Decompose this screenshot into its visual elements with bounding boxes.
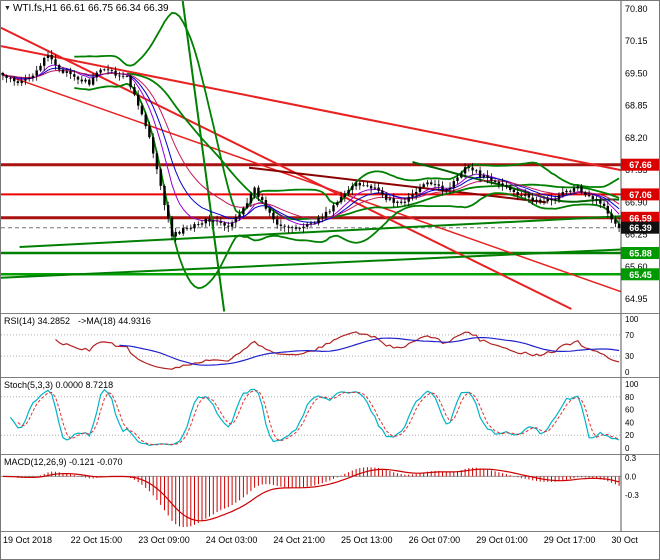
price-chart-canvas[interactable]: 70.8070.1569.5068.8568.2067.5566.9066.25… [1,1,660,313]
svg-text:67.06: 67.06 [629,190,652,200]
svg-text:68.85: 68.85 [625,101,648,111]
macd-header: MACD(12,26,9) -0.121 -0.070 [4,457,123,467]
svg-text:70: 70 [625,331,634,340]
macd-label: MACD(12,26,9) -0.121 -0.070 [4,457,123,467]
x-axis-label: 24 Oct 21:00 [273,535,325,545]
svg-text:70.80: 70.80 [625,4,648,14]
svg-text:70.15: 70.15 [625,36,648,46]
svg-text:20: 20 [625,431,634,440]
x-axis-label: 30 Oct [611,535,638,545]
x-axis-label: 23 Oct 09:00 [138,535,190,545]
svg-text:64.95: 64.95 [625,294,648,304]
svg-text:0.3: 0.3 [625,455,637,463]
rsi-header: RSI(14) 34.2852 ->MA(18) 44.9316 [4,316,151,326]
svg-text:100: 100 [625,380,639,389]
x-axis-label: 19 Oct 2018 [3,535,53,545]
x-axis-label: 24 Oct 03:00 [205,535,258,545]
x-axis-label: 29 Oct 17:00 [543,535,596,545]
svg-text:-0.3: -0.3 [625,491,639,500]
svg-text:0: 0 [625,368,630,377]
stochastic-label: Stoch(5,3,3) 0.0000 8.7218 [4,380,114,390]
svg-text:66.59: 66.59 [629,213,652,223]
rsi-canvas[interactable]: 100 70 30 0 [1,314,660,377]
chart-title: ▼ WTI.fs,H1 66.61 66.75 66.34 66.39 [4,3,169,14]
symbol-timeframe: WTI.fs,H1 [12,3,58,14]
svg-text:80: 80 [625,393,634,402]
svg-text:66.25: 66.25 [625,230,648,240]
x-axis-label: 29 Oct 01:00 [476,535,528,545]
main-chart-panel: 70.8070.1569.5068.8568.2067.5566.9066.25… [1,1,660,313]
svg-text:65.88: 65.88 [629,249,652,259]
stochastic-header: Stoch(5,3,3) 0.0000 8.7218 [4,380,113,390]
stochastic-panel: 100 80 60 40 20 0 Stoch(5,3,3) 0.0000 8.7218 [1,377,660,454]
svg-text:100: 100 [625,315,639,324]
time-axis: 19 Oct 2018 22 Oct 15:00 23 Oct 09:00 24 Oc… [1,531,659,559]
svg-text:65.60: 65.60 [625,262,648,272]
svg-text:0: 0 [625,444,630,453]
svg-text:66.39: 66.39 [629,223,652,233]
rsi-label: RSI(14) 34.2852 [4,316,71,326]
symbol-marker-icon: ▼ [4,5,11,12]
svg-text:30: 30 [625,352,634,361]
x-axis-label: 22 Oct 15:00 [70,535,123,545]
svg-text:40: 40 [625,418,634,427]
svg-text:66.90: 66.90 [625,197,648,207]
x-axis-label: 25 Oct 13:00 [341,535,393,545]
svg-text:0.0: 0.0 [625,472,637,481]
svg-text:67.66: 67.66 [629,160,652,170]
rsi-panel: 100 70 30 0 RSI(14) 34.2852 ->MA(18) 44.9316 [1,313,660,377]
ohlc-readout: 66.61 66.75 66.34 66.39 [60,3,169,14]
macd-panel: 0.3 0.0 -0.3 MACD(12,26,9) -0.121 -0.070 [1,454,660,531]
svg-text:68.20: 68.20 [625,133,648,143]
stochastic-canvas[interactable]: 100 80 60 40 20 0 [1,378,660,454]
svg-text:69.50: 69.50 [625,68,648,78]
svg-text:60: 60 [625,406,634,415]
macd-canvas[interactable]: 0.3 0.0 -0.3 [1,455,660,531]
x-axis-label: 26 Oct 07:00 [408,535,461,545]
rsi-ma-label: ->MA(18) 44.9316 [78,316,151,326]
svg-text:65.45: 65.45 [629,270,652,280]
